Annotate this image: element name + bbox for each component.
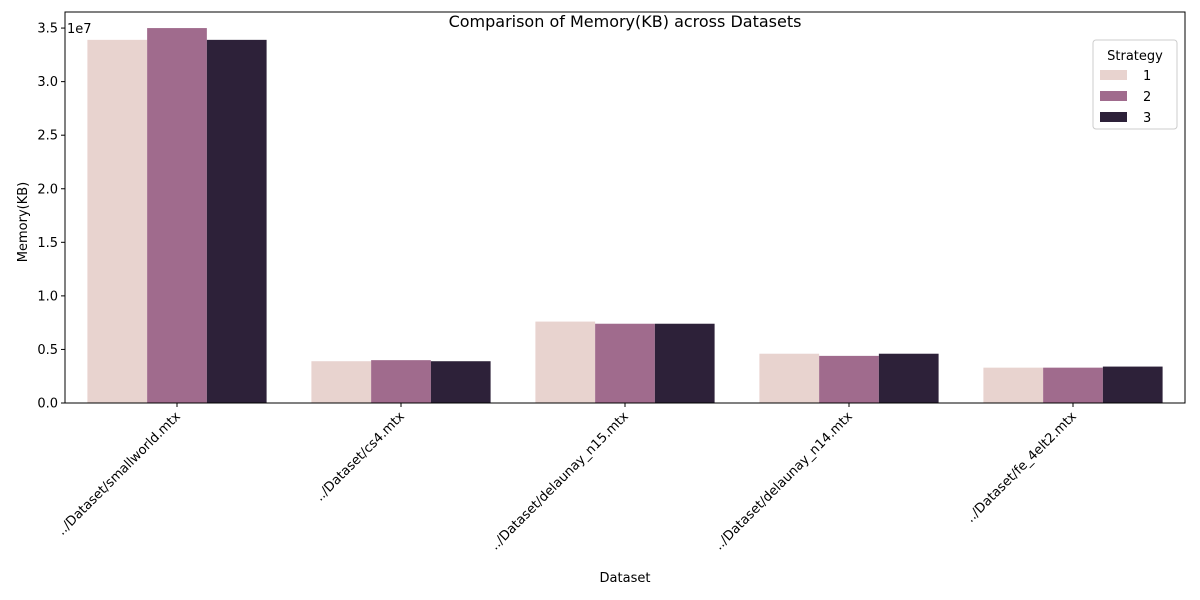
legend-swatch-3 [1100, 112, 1127, 122]
bar-strategy-2-3 [595, 323, 655, 403]
legend-label-3: 3 [1143, 111, 1151, 126]
y-axis-label: Memory(KB) [16, 182, 31, 262]
legend-label-2: 2 [1143, 90, 1151, 105]
bar-group [87, 28, 1163, 403]
bar-strategy-1-3 [535, 321, 596, 403]
y-tick-label: 3.5 [37, 22, 58, 37]
bar-strategy-1-1 [87, 39, 148, 403]
plot-frame [64, 11, 1186, 404]
bar-strategy-3-4 [878, 353, 939, 403]
bar-strategy-2-2 [371, 360, 431, 403]
bar-strategy-1-4 [759, 353, 820, 403]
bar-strategy-3-3 [654, 323, 715, 403]
bar-strategy-1-2 [311, 361, 372, 403]
y-tick-label: 1.5 [37, 236, 58, 251]
y-tick-label: 2.0 [37, 182, 58, 197]
bar-strategy-1-5 [983, 367, 1044, 403]
bar-strategy-3-2 [430, 361, 491, 403]
y-tick-label: 2.5 [37, 129, 58, 144]
bar-strategy-2-1 [147, 28, 207, 403]
y-tick-label: 3.0 [37, 75, 58, 90]
bar-strategy-3-5 [1102, 366, 1163, 403]
legend-title: Strategy [1107, 49, 1163, 64]
legend-swatch-1 [1100, 70, 1127, 80]
bar-strategy-2-4 [819, 355, 879, 403]
legend-frame [1092, 39, 1178, 130]
y-axis-ticks: 0.0 0.5 1.0 1.5 2.0 2.5 3.0 3.5 [37, 22, 65, 412]
bar-strategy-2-5 [1043, 367, 1103, 403]
chart-title: Comparison of Memory(KB) across Datasets [449, 12, 802, 31]
y-tick-label: 1.0 [37, 289, 58, 304]
legend: Strategy 1 2 3 [1092, 39, 1178, 130]
bar-strategy-3-1 [206, 39, 267, 403]
x-axis-label: Dataset [600, 571, 651, 586]
y-tick-label: 0.0 [37, 397, 58, 412]
legend-label-1: 1 [1143, 69, 1151, 84]
y-tick-label: 0.5 [37, 343, 58, 358]
legend-swatch-2 [1100, 91, 1127, 101]
y-offset-label: 1e7 [67, 22, 92, 37]
